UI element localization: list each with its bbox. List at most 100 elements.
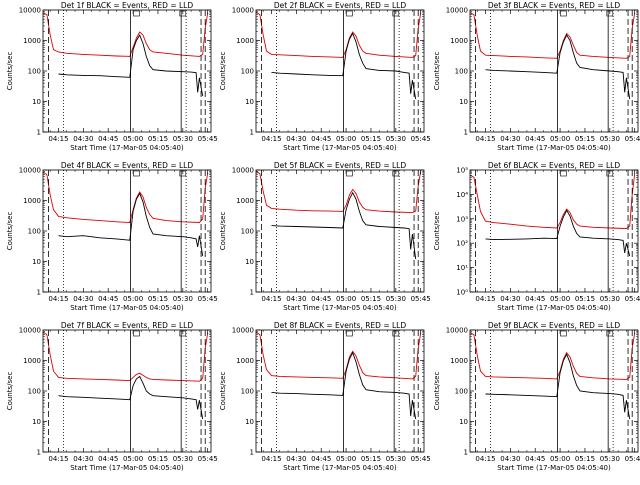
panel-title: Det 4f BLACK = Events, RED = LLD <box>61 161 194 170</box>
x-tick-label: 04:30 <box>500 135 520 143</box>
x-tick-label: 04:45 <box>98 295 118 303</box>
x-tick-label: 04:15 <box>261 295 281 303</box>
y-tick-label: 10 <box>245 98 254 106</box>
y-tick-label: 10 <box>459 98 468 106</box>
x-tick-label: 05:45 <box>411 135 431 143</box>
marker-box <box>133 330 140 337</box>
events-series-line <box>58 192 204 257</box>
y-axis-label: Counts/sec <box>219 212 227 251</box>
lld-series-line <box>470 12 636 59</box>
series-group <box>256 171 422 260</box>
events-series-line <box>271 351 417 420</box>
x-tick-label: 05:00 <box>336 295 356 303</box>
x-tick-label: 05:30 <box>173 295 193 303</box>
x-tick-label: 04:30 <box>286 135 306 143</box>
y-tick-label: 10 <box>32 258 41 266</box>
y-tick-label: 10000 <box>232 7 254 15</box>
x-tick-label: 05:45 <box>625 295 640 303</box>
panel-det-2: Det 2f BLACK = Events, RED = LLD 1 10 100 10… <box>219 1 431 152</box>
lld-series-line <box>256 11 422 58</box>
y-tick-label: 100 <box>455 68 468 76</box>
y-tick-label: 10000 <box>232 327 254 335</box>
panel-det-3: Det 3f BLACK = Events, RED = LLD 1 10 100 10… <box>433 1 640 152</box>
x-tick-label: 05:00 <box>550 135 570 143</box>
x-tick-label: 05:45 <box>411 295 431 303</box>
lld-series-line <box>43 331 209 382</box>
x-tick-label: 05:30 <box>173 135 193 143</box>
x-tick-label: 05:45 <box>625 135 640 143</box>
x-tick-label: 05:00 <box>550 455 570 463</box>
x-axis-label: Start Time (17-Mar-05 04:05:40) <box>497 144 611 152</box>
y-tick-label: 1000 <box>236 197 254 205</box>
x-tick-label: 05:15 <box>361 295 381 303</box>
x-tick-label: 04:30 <box>500 455 520 463</box>
x-tick-label: 05:30 <box>600 135 620 143</box>
y-tick-label: 10 <box>245 258 254 266</box>
marker-box <box>560 10 567 17</box>
x-tick-label: 04:30 <box>73 455 93 463</box>
x-tick-label: 05:00 <box>123 295 143 303</box>
x-tick-label: 05:00 <box>336 455 356 463</box>
marker-box <box>133 170 140 177</box>
y-axis-label: Counts/sec <box>6 52 14 91</box>
events-series-line <box>271 32 417 100</box>
x-tick-label: 05:00 <box>336 135 356 143</box>
y-tick-label: 100 <box>28 388 41 396</box>
events-series-line <box>485 209 631 257</box>
y-tick-label: 1000 <box>23 37 41 45</box>
y-tick-label: 1 <box>250 449 254 457</box>
x-tick-label: 04:15 <box>48 455 68 463</box>
y-tick-label: 10000 <box>19 7 41 15</box>
y-tick-label: 1000 <box>450 37 468 45</box>
x-tick-label: 04:15 <box>261 135 281 143</box>
series-group <box>470 332 636 420</box>
x-tick-label: 05:15 <box>148 455 168 463</box>
x-tick-label: 04:15 <box>475 455 495 463</box>
x-axis-label: Start Time (17-Mar-05 04:05:40) <box>70 144 184 152</box>
marker-box <box>133 10 140 17</box>
series-group <box>43 171 209 257</box>
x-tick-label: 05:15 <box>361 135 381 143</box>
y-axis-label: Counts/sec <box>219 52 227 91</box>
panel-title: Det 2f BLACK = Events, RED = LLD <box>274 1 407 10</box>
y-tick-label: 10000 <box>446 7 468 15</box>
x-tick-label: 04:30 <box>500 295 520 303</box>
x-tick-label: 05:15 <box>575 135 595 143</box>
x-tick-label: 05:45 <box>198 295 218 303</box>
y-tick-label: 100 <box>28 68 41 76</box>
series-group <box>256 331 422 420</box>
panel-det-8: Det 8f BLACK = Events, RED = LLD 1 10 100 10… <box>219 321 431 472</box>
y-axis-label: Counts/sec <box>219 372 227 411</box>
panel-title: Det 9f BLACK = Events, RED = LLD <box>488 321 621 330</box>
x-tick-label: 05:15 <box>148 135 168 143</box>
x-tick-label: 05:45 <box>198 135 218 143</box>
y-tick-label: 1 <box>250 129 254 137</box>
lld-series-line <box>256 331 422 380</box>
y-tick-label: 1000 <box>23 197 41 205</box>
x-axis-label: Start Time (17-Mar-05 04:05:40) <box>70 304 184 312</box>
x-tick-label: 04:45 <box>98 455 118 463</box>
y-tick-label: 10 <box>245 418 254 426</box>
x-tick-label: 05:45 <box>411 455 431 463</box>
y-tick-label: 10¹ <box>456 264 468 272</box>
lld-series-line <box>256 171 422 214</box>
y-tick-label: 1 <box>250 289 254 297</box>
lld-series-line <box>43 171 209 223</box>
x-tick-label: 05:30 <box>600 455 620 463</box>
y-axis-label: Counts/sec <box>6 372 14 411</box>
x-axis-label: Start Time (17-Mar-05 04:05:40) <box>70 464 184 472</box>
panel-title: Det 8f BLACK = Events, RED = LLD <box>274 321 407 330</box>
x-tick-label: 04:45 <box>525 135 545 143</box>
x-tick-label: 05:30 <box>600 295 620 303</box>
x-tick-label: 05:15 <box>361 455 381 463</box>
y-axis-label: Counts/sec <box>433 372 441 411</box>
y-tick-label: 1000 <box>23 357 41 365</box>
y-tick-label: 10000 <box>446 327 468 335</box>
x-tick-label: 04:15 <box>261 455 281 463</box>
y-tick-label: 100 <box>241 388 254 396</box>
y-tick-label: 100 <box>455 388 468 396</box>
panel-det-4: Det 4f BLACK = Events, RED = LLD 1 10 100 10… <box>6 161 218 312</box>
panel-title: Det 1f BLACK = Events, RED = LLD <box>61 1 194 10</box>
panel-title: Det 7f BLACK = Events, RED = LLD <box>61 321 194 330</box>
y-tick-label: 1 <box>464 129 468 137</box>
